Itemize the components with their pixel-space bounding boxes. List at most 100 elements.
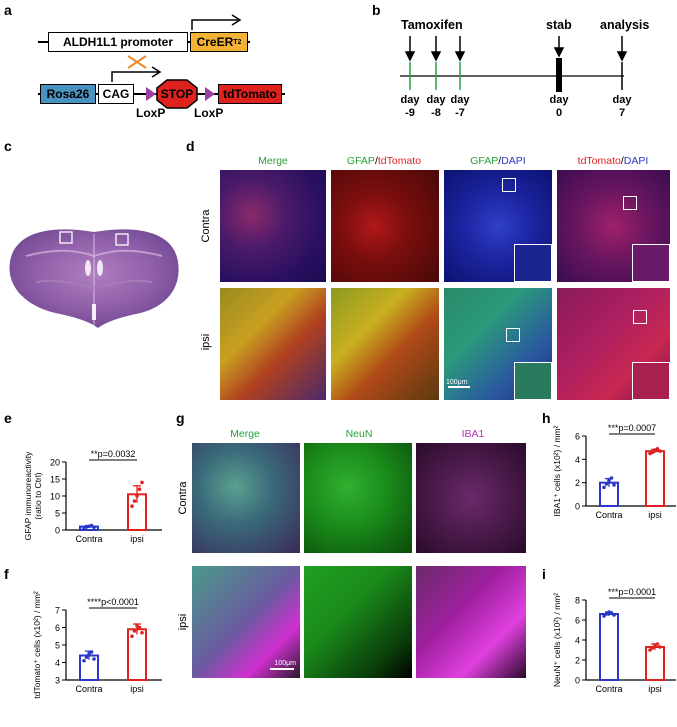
data-point: [602, 485, 606, 490]
significance-label: ***p=0.0007: [608, 423, 656, 433]
d-image-ipsi-gfap-td: [331, 288, 439, 400]
x-tick-label: ipsi: [648, 510, 662, 520]
y-tick-label: 0: [575, 502, 580, 512]
creer-box: CreER T2: [190, 32, 248, 52]
data-point: [132, 499, 137, 503]
data-point: [650, 450, 655, 455]
data-point: [650, 646, 655, 650]
significance-label: **p=0.0032: [91, 449, 136, 459]
day-label-5: day 7: [612, 94, 632, 119]
panel-label-c: c: [4, 138, 12, 154]
panel-label-g: g: [176, 410, 185, 426]
y-tick-label: 4: [575, 455, 580, 465]
data-point: [612, 483, 616, 487]
data-point: [92, 657, 96, 661]
tamoxifen-label: Tamoxifen: [401, 18, 463, 32]
bar: [599, 613, 619, 681]
analysis-label: analysis: [600, 18, 650, 32]
panel-label-a: a: [4, 2, 12, 18]
day-label-2: day -8: [426, 94, 446, 119]
y-axis-label: GFAP immunoreactivity: [23, 451, 33, 540]
significance-label: ***p=0.0001: [608, 587, 656, 597]
d-scalebar-label: 100μm: [446, 379, 468, 386]
y-tick-label: 6: [575, 432, 580, 442]
g-scalebar-label: 100μm: [274, 660, 296, 667]
construct-lines: [38, 14, 285, 109]
data-point: [140, 630, 144, 635]
y-tick-label: 4: [575, 636, 580, 646]
loxp-triangle-2: [205, 87, 215, 101]
panel-label-f: f: [4, 566, 9, 582]
x-tick-label: ipsi: [130, 534, 144, 544]
panel-label-h: h: [542, 410, 551, 426]
y-tick-label: 6: [55, 623, 60, 633]
y-tick-label: 3: [55, 676, 60, 686]
x-tick-label: Contra: [75, 534, 102, 544]
rosa26-box: Rosa26: [40, 84, 96, 104]
data-point: [655, 447, 660, 451]
y-axis-label: IBA1⁺ cells (x10²) / mm²: [552, 425, 562, 516]
y-tick-label: 2: [575, 478, 580, 488]
data-point: [655, 642, 660, 646]
chart-i: 0 2 4 6 8 NeuN⁺ cells (x10²) / mm² Contra ipsi *…: [552, 587, 676, 694]
y-tick-label: 0: [575, 676, 580, 686]
promoter-box: ALDH1L1 promoter: [48, 32, 188, 52]
stop-label: STOP: [160, 87, 194, 101]
day-label-4: day 0: [549, 94, 569, 119]
d-col-header-3: GFAP/DAPI: [470, 155, 526, 167]
g-col-header-1: Merge: [230, 428, 260, 440]
y-tick-label: 2: [575, 656, 580, 666]
data-point: [609, 611, 614, 615]
x-tick-label: Contra: [595, 510, 622, 520]
y-tick-label: 7: [55, 606, 60, 616]
day-label-3: day -7: [450, 94, 470, 119]
data-point: [130, 504, 134, 508]
g-row-label-contra: Contra: [177, 481, 189, 515]
panel-label-e: e: [4, 410, 12, 426]
data-point: [658, 645, 662, 649]
data-point: [82, 658, 86, 663]
y-axis-label: NeuN⁺ cells (x10²) / mm²: [552, 593, 562, 687]
d-col-header-1: Merge: [258, 155, 288, 167]
y-tick-label: 5: [55, 641, 60, 651]
bar: [645, 450, 665, 507]
data-point: [648, 648, 652, 652]
data-point: [604, 612, 609, 616]
cross-icon: [127, 55, 147, 69]
d-row-label-ipsi: ipsi: [200, 333, 212, 351]
g-image-ipsi-iba1: [416, 566, 526, 678]
g-row-label-ipsi: ipsi: [177, 613, 189, 631]
y-tick-label: 4: [55, 658, 60, 668]
chart-h: 0 2 4 6 IBA1⁺ cells (x10²) / mm² Contra ipsi **…: [552, 423, 676, 520]
y-tick-label: 15: [50, 475, 60, 485]
y-tick-label: 8: [575, 596, 580, 606]
g-image-ipsi-merge: 100μm: [192, 566, 300, 678]
y-tick-label: 20: [50, 458, 60, 468]
brain-section-image: [9, 229, 179, 328]
data-point: [84, 655, 89, 660]
g-image-contra-iba1: [416, 443, 526, 553]
x-tick-label: ipsi: [130, 684, 144, 694]
x-tick-label: ipsi: [648, 684, 662, 694]
data-point: [612, 613, 616, 617]
stab-label: stab: [546, 18, 572, 32]
loxp-label-2: LoxP: [194, 106, 224, 120]
x-tick-label: Contra: [595, 684, 622, 694]
d-image-contra-td-dapi: [557, 170, 670, 282]
data-point: [609, 476, 614, 480]
y-tick-label: 5: [55, 509, 60, 519]
data-point: [602, 614, 606, 618]
timeline-svg: [400, 36, 628, 92]
y-tick-label: 10: [50, 492, 60, 502]
significance-label: ****p<0.0001: [87, 597, 139, 607]
d-col-header-2: GFAP/tdTomato: [346, 155, 422, 167]
cag-box: CAG: [98, 84, 134, 104]
data-point: [130, 634, 134, 639]
data-point: [87, 651, 91, 656]
data-point: [658, 449, 662, 453]
g-image-ipsi-neun: [304, 566, 412, 678]
y-axis-label-line2: (ratio to Ctrl): [33, 472, 43, 519]
chart-f: 3 4 5 6 7 tdTomato⁺ cells (x10²) / mm² Contra i…: [32, 591, 162, 699]
loxp-triangle-1: [146, 87, 156, 101]
y-tick-label: 6: [575, 616, 580, 626]
